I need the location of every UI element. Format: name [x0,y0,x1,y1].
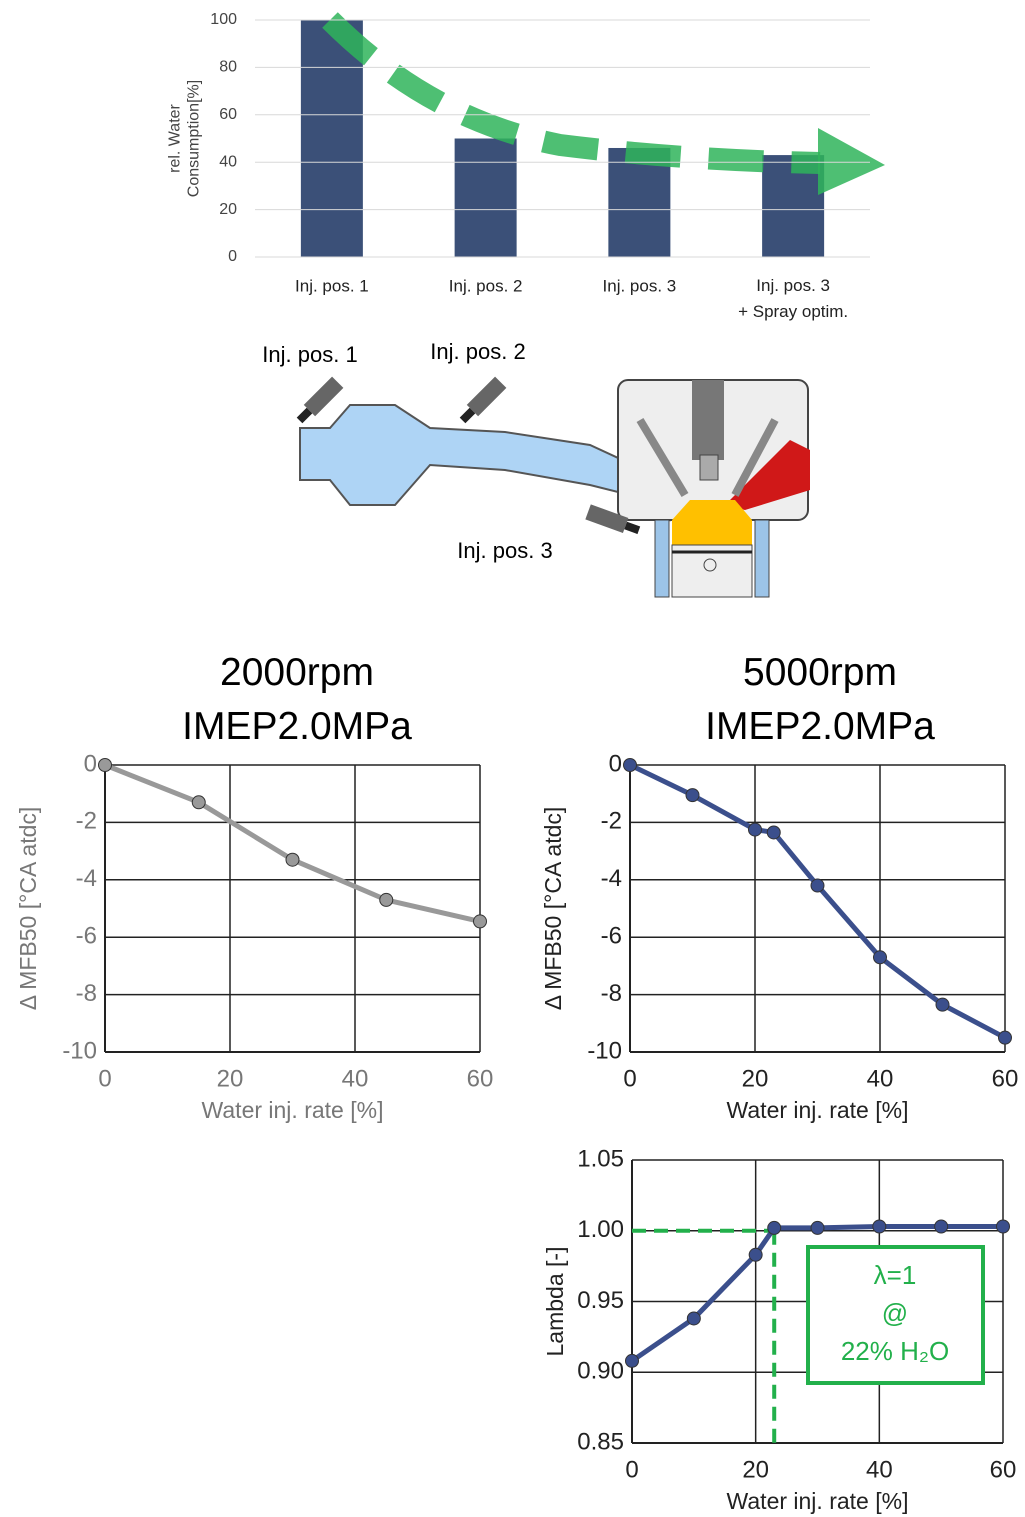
y-axis-label: rel. Water Consumption[%] [167,80,203,197]
data-point [191,795,206,810]
data-line [104,762,481,924]
y-tick-label: 80 [219,59,237,76]
spark-plug [692,380,724,460]
bar [454,138,517,257]
y-tick-label: -2 [601,808,622,835]
piston-pin [703,558,717,572]
y-tick-label: -8 [76,980,97,1007]
data-point [685,788,700,803]
x-tick-label: 60 [467,1065,494,1092]
annotation-box [806,1245,985,1385]
x-tick-label: Inj. pos. 2 [449,276,523,295]
chart-title: 2000rpm IMEP2.0MPa [182,651,412,748]
y-tick-label: -10 [587,1037,622,1064]
data-point [623,758,637,772]
x-tick-label: 20 [742,1065,769,1092]
y-tick-label: 40 [219,153,237,170]
cylinder-wall [654,519,670,598]
chart-title: 5000rpm IMEP2.0MPa [705,651,935,748]
combustion-chamber [672,500,752,545]
y-axis-label: Δ MFB50 [°CA atdc] [540,807,566,1011]
engine-diagram: Inj. pos. 1 Inj. pos. 2 Inj. pos. 3 [262,339,810,598]
data-point [935,997,950,1012]
plug-tip [699,454,719,481]
y-tick-label: -2 [76,808,97,835]
data-point [767,1220,782,1235]
data-line [628,762,1007,1040]
y-tick-label: 20 [219,201,237,218]
y-tick-label: 60 [219,106,237,123]
trend-arrow [322,12,821,174]
x-axis-label: Water inj. rate [%] [727,1097,909,1123]
data-point [686,1311,701,1326]
y-tick-label: 0 [84,750,97,777]
x-tick-label: 40 [867,1065,894,1092]
y-tick-label: 0.85 [577,1428,624,1455]
data-point [379,892,394,907]
y-tick-label: -8 [601,980,622,1007]
data-point [285,852,300,867]
y-axis-label: Δ MFB50 [°CA atdc] [15,807,41,1011]
y-tick-label: 100 [210,11,237,28]
intake-valve [636,417,689,498]
y-tick-label: 0.90 [577,1358,624,1385]
injector [585,504,641,535]
y-tick-label: 0 [609,750,622,777]
x-tick-label: 0 [98,1065,111,1092]
y-tick-label: -6 [601,923,622,950]
data-point [873,950,887,965]
x-tick-label: 0 [623,1065,636,1092]
y-tick-label: 1.00 [577,1216,624,1243]
diagram-label: Inj. pos. 3 [457,538,552,563]
x-tick-label: Inj. pos. 1 [295,276,369,295]
x-axis-label: Water inj. rate [%] [727,1488,909,1514]
x-tick-label: 40 [866,1456,893,1483]
injector [296,376,344,424]
y-tick-label: -10 [62,1037,97,1064]
x-tick-label: 0 [625,1456,638,1483]
data-point [766,825,781,840]
bar [300,20,363,257]
data-point [810,1220,825,1235]
diagram-label: Inj. pos. 1 [262,342,357,367]
y-tick-label: 0.95 [577,1287,624,1314]
data-point [748,1247,763,1262]
data-line [630,1224,1003,1363]
diagram-label: Inj. pos. 2 [430,339,525,364]
data-point [748,822,762,837]
x-tick-label: 20 [742,1456,769,1483]
x-tick-label: 60 [990,1456,1017,1483]
data-point [625,1353,639,1368]
data-point [996,1219,1010,1234]
y-axis-label: Lambda [-] [542,1247,568,1357]
x-tick-label: 40 [342,1065,369,1092]
y-tick-label: -4 [601,865,622,892]
data-point [872,1219,887,1234]
x-tick-label: 20 [217,1065,244,1092]
data-point [98,758,112,772]
x-tick-label: 60 [992,1065,1019,1092]
data-point [998,1030,1012,1045]
y-tick-label: -6 [76,923,97,950]
y-tick-label: -4 [76,865,97,892]
cylinder-wall [754,519,770,598]
y-tick-label: 1.05 [577,1145,624,1172]
x-axis-label: Water inj. rate [%] [202,1097,384,1123]
trend-arrow-head [818,128,885,195]
data-point [473,914,487,929]
exhaust-valve [731,418,779,497]
y-tick-label: 0 [228,248,237,265]
injector [459,376,507,424]
x-tick-label: Inj. pos. 3 + Spray optim. [738,276,848,321]
exhaust-port [725,440,810,510]
annotation: λ=1 @22% H₂O [841,1260,949,1366]
data-point [810,878,825,893]
data-point [934,1219,949,1234]
x-tick-label: Inj. pos. 3 [603,276,677,295]
